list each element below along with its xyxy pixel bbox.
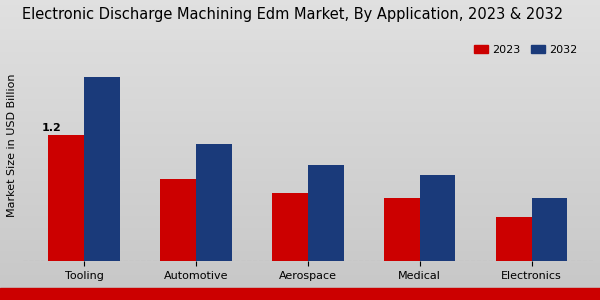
- Bar: [384, 198, 419, 261]
- Bar: [48, 135, 84, 261]
- Text: Electronic Discharge Machining Edm Market, By Application, 2023 & 2032: Electronic Discharge Machining Edm Marke…: [23, 7, 563, 22]
- Bar: [272, 193, 308, 261]
- Y-axis label: Market Size in USD Billion: Market Size in USD Billion: [7, 74, 17, 218]
- Bar: [308, 165, 344, 261]
- Bar: [419, 175, 455, 261]
- Bar: [196, 144, 232, 261]
- Bar: [496, 217, 532, 261]
- Bar: [532, 198, 568, 261]
- Text: 1.2: 1.2: [41, 123, 61, 133]
- Legend: 2023, 2032: 2023, 2032: [470, 40, 582, 59]
- Bar: [84, 77, 120, 261]
- Bar: [160, 179, 196, 261]
